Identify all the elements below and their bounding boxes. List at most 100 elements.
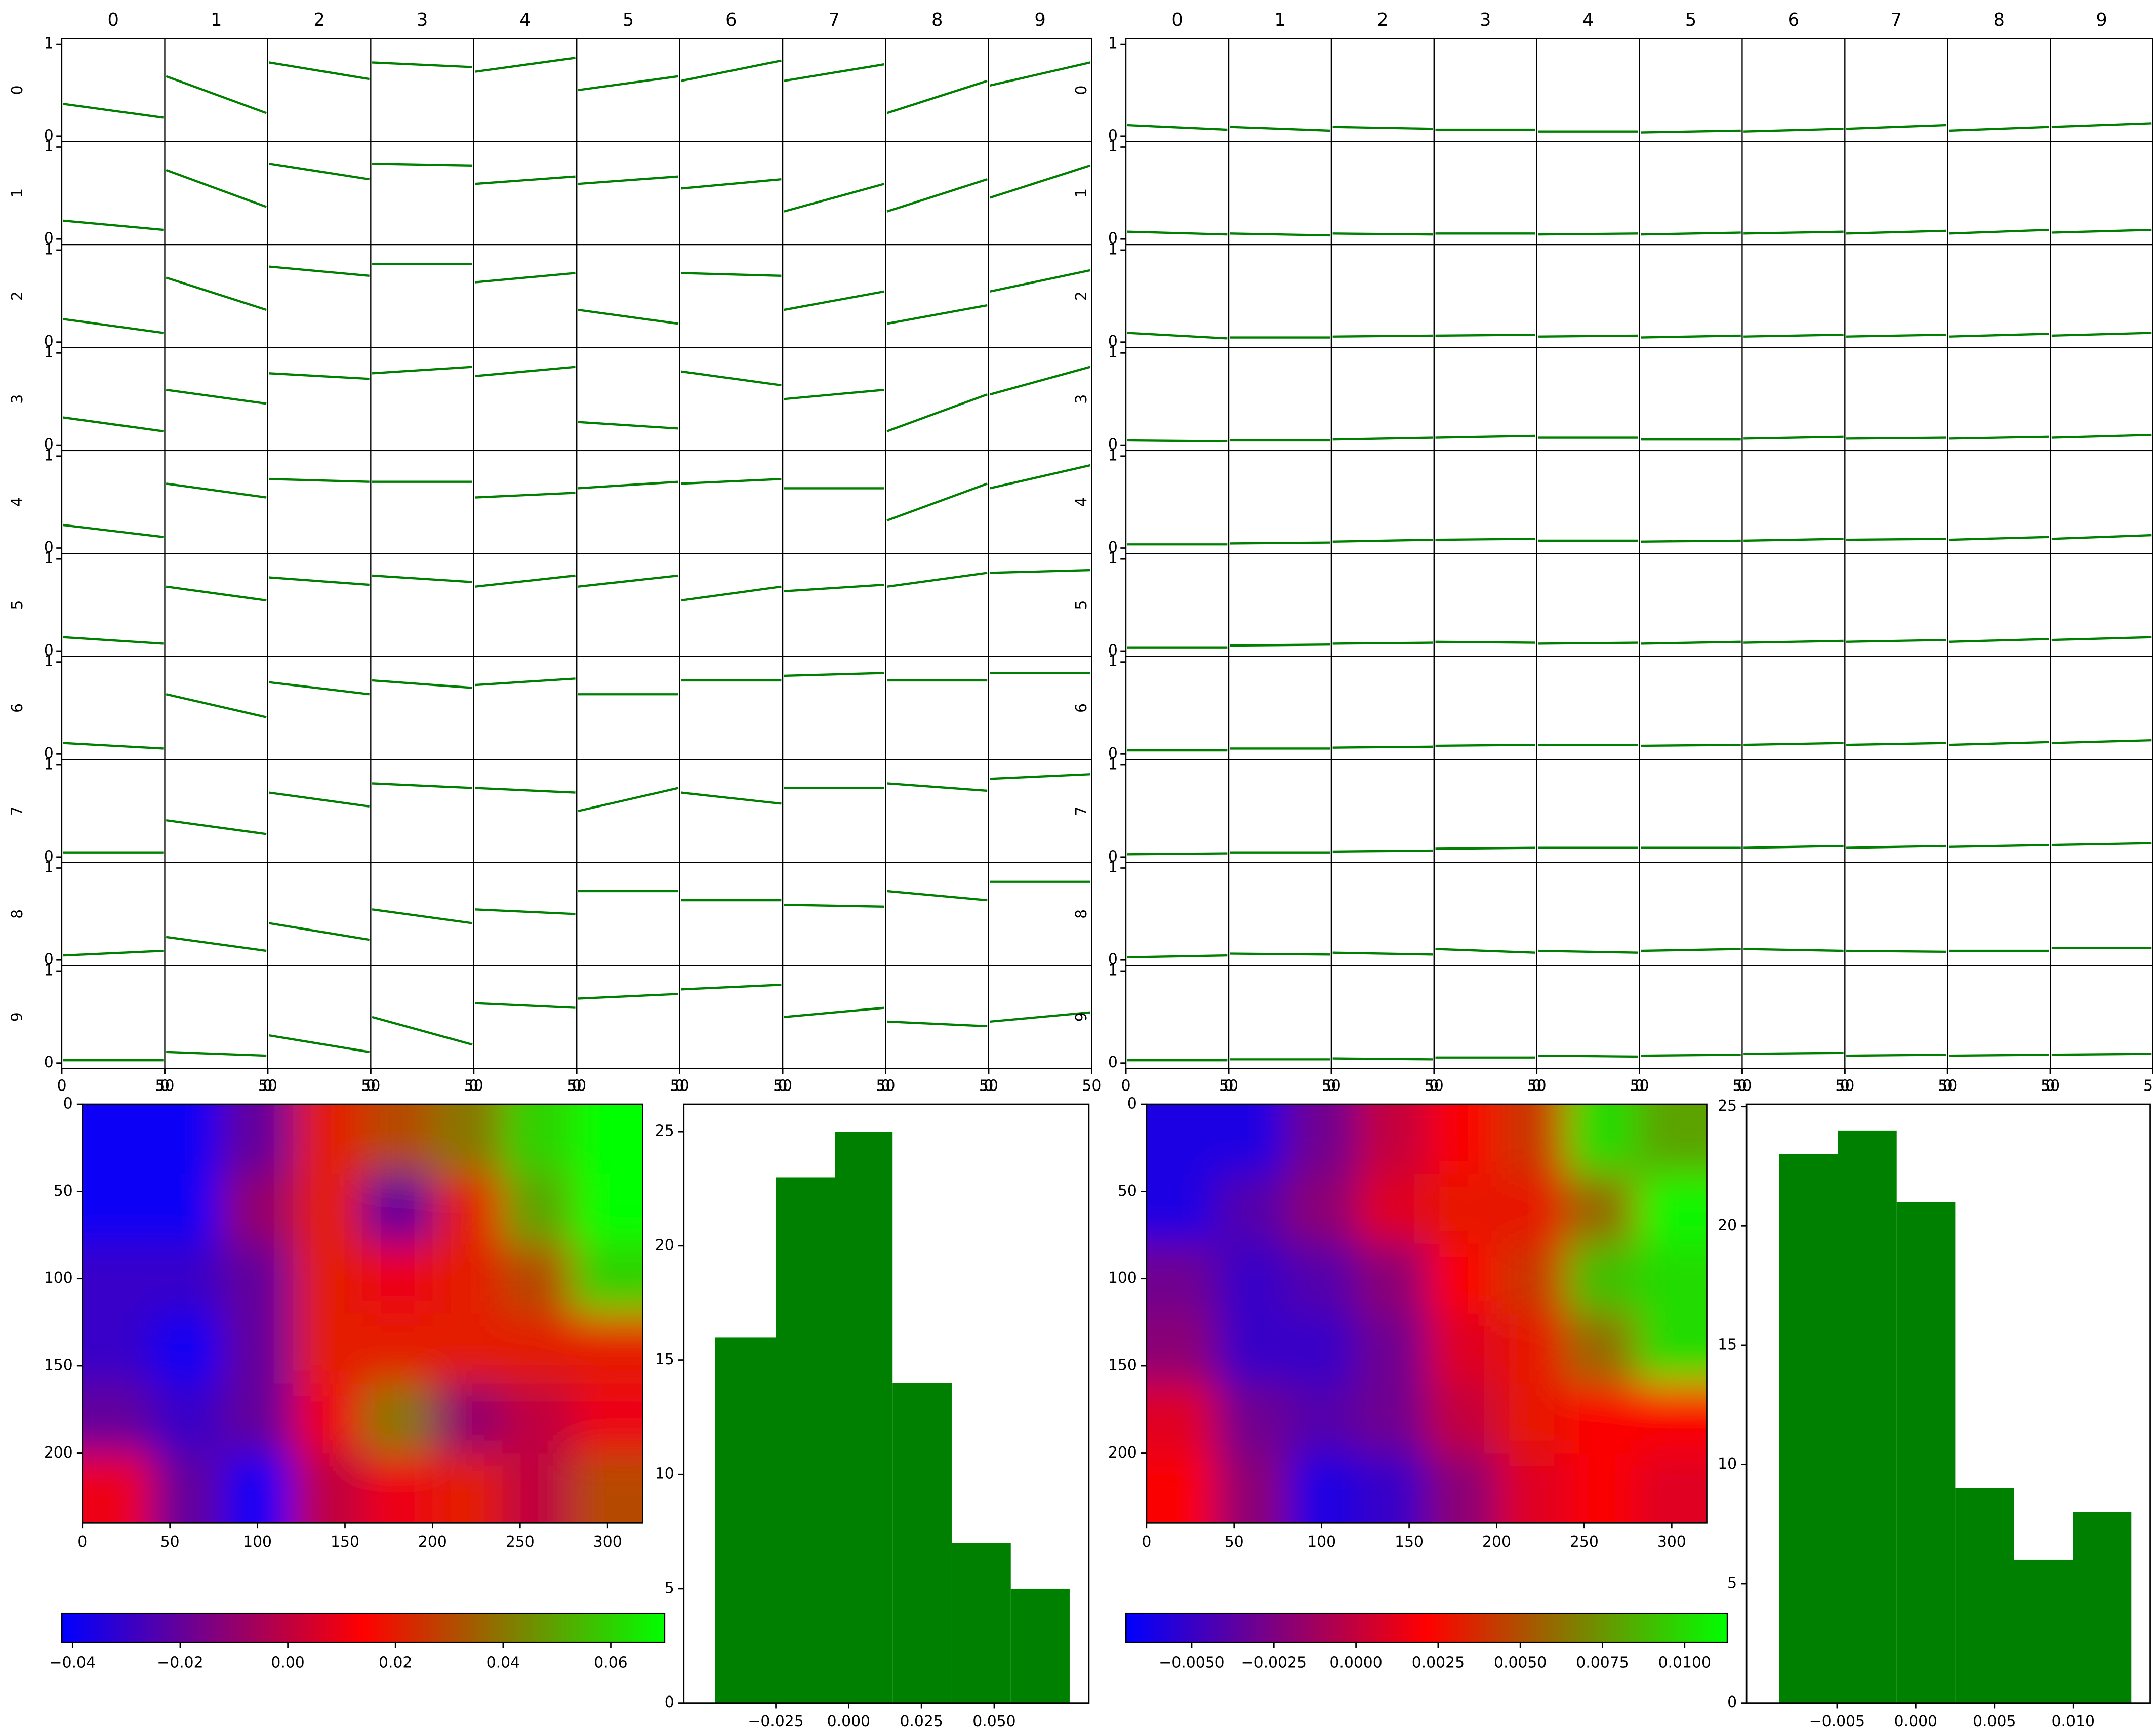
row-label: 7	[9, 806, 26, 816]
trend-line	[166, 585, 267, 602]
trend-line	[681, 178, 782, 190]
x-tick-label: 50	[160, 1533, 180, 1551]
trend-line	[887, 1020, 988, 1028]
y-tick-label: 10	[655, 1465, 674, 1483]
trend-line	[784, 672, 884, 677]
y-tick-label: 0	[44, 641, 54, 659]
y-tick-label: 25	[655, 1122, 674, 1140]
trend-line	[1641, 334, 1741, 339]
trend-line	[1230, 232, 1330, 237]
heatmap-cell	[432, 1453, 504, 1523]
heatmap-cell	[1216, 1174, 1287, 1245]
panel-frame	[473, 141, 578, 246]
panel-frame	[782, 862, 886, 966]
trend-line	[1743, 230, 1844, 235]
x-tick-label: 50	[2041, 1077, 2060, 1095]
x-tick-label: 200	[418, 1533, 447, 1551]
trend-line	[166, 936, 267, 952]
panel-frame	[473, 244, 578, 348]
x-tick-label: 50	[155, 1077, 175, 1095]
trend-line	[269, 1034, 370, 1053]
heatmap-cell	[1496, 1453, 1568, 1523]
trend-line	[578, 574, 679, 588]
trend-line	[166, 819, 267, 835]
colorbar-tick-label: 0.04	[486, 1653, 520, 1671]
panel-frame	[576, 450, 680, 554]
trend-line	[1538, 641, 1638, 645]
trend-line	[578, 993, 679, 1000]
panel-frame	[1639, 347, 1743, 452]
heatmap-cell	[573, 1104, 643, 1176]
panel-frame	[576, 964, 680, 1069]
panel-frame	[679, 38, 784, 142]
trend-line	[680, 59, 782, 82]
trend-line	[1743, 333, 1844, 338]
panel-frame	[473, 759, 578, 863]
y-tick-label: 0	[1108, 333, 1118, 350]
trend-line	[269, 478, 370, 483]
colorbar-tick-label: 0.00	[271, 1653, 304, 1671]
column-label: 6	[725, 10, 737, 30]
trend-line	[578, 787, 679, 813]
y-tick-label: 0	[1108, 745, 1118, 762]
panel-frame	[885, 553, 989, 657]
panel-frame	[267, 450, 372, 554]
trend-line	[1332, 951, 1433, 956]
panel-frame	[1844, 347, 1948, 452]
panel-frame	[1330, 964, 1435, 1069]
x-tick-label: 250	[1570, 1533, 1599, 1551]
heatmap-cell	[1496, 1174, 1568, 1245]
heatmap-cell	[152, 1313, 223, 1384]
x-tick-label: −0.025	[748, 1713, 803, 1730]
x-tick-label: 0	[1326, 1077, 1336, 1095]
heatmap-cell	[1637, 1313, 1707, 1384]
panel-frame	[370, 38, 474, 142]
trend-line	[475, 677, 576, 687]
panel-frame	[1330, 656, 1435, 760]
panel-frame	[267, 759, 372, 863]
panel-frame	[1639, 38, 1743, 142]
heatmap-cell	[1427, 1104, 1497, 1176]
x-tick-label: 0	[572, 1077, 582, 1095]
y-tick-label: 1	[44, 961, 54, 979]
trend-line	[2051, 739, 2152, 744]
y-tick-label: 1	[44, 550, 54, 568]
heatmap-cell	[222, 1104, 294, 1176]
trend-line	[990, 61, 1091, 87]
heatmap-cell	[1286, 1243, 1358, 1315]
panel-frame	[782, 553, 886, 657]
heatmap-cell	[292, 1243, 363, 1315]
row-label: 3	[1073, 394, 1090, 404]
trend-line	[372, 679, 473, 689]
column-label: 4	[519, 10, 531, 30]
x-tick-label: 50	[1425, 1077, 1444, 1095]
x-tick-label: 300	[1657, 1533, 1686, 1551]
x-tick-label: 0	[1142, 1533, 1151, 1551]
trend-line	[1641, 948, 1741, 952]
y-tick-label: 1	[1108, 653, 1118, 670]
histogram-bar	[835, 1132, 893, 1703]
y-tick-label: 0	[44, 847, 54, 865]
heatmap-cell	[362, 1453, 433, 1523]
panel-frame	[1639, 964, 1743, 1069]
heatmap-cell	[362, 1104, 433, 1176]
heatmap-cell	[1216, 1243, 1287, 1315]
panel-frame	[576, 141, 680, 246]
panel-frame	[885, 141, 989, 246]
trend-line	[1127, 332, 1228, 340]
panel-frame	[885, 759, 989, 863]
heatmap-cell	[1566, 1104, 1638, 1176]
y-tick-label: 1	[44, 653, 54, 670]
trend-line	[886, 79, 988, 114]
heatmap-area	[1146, 1104, 1707, 1523]
panel-frame	[61, 38, 166, 142]
panel-frame	[2050, 553, 2153, 657]
x-tick-label: 50	[1082, 1077, 1101, 1095]
colorbar-tick-label: −0.0025	[1241, 1653, 1307, 1671]
panel-frame	[679, 964, 784, 1069]
x-tick-label: 50	[1630, 1077, 1649, 1095]
panel-frame	[164, 347, 268, 452]
x-tick-label: 50	[1732, 1077, 1752, 1095]
x-tick-label: 50	[258, 1077, 277, 1095]
y-tick-label: 20	[1718, 1217, 1737, 1234]
